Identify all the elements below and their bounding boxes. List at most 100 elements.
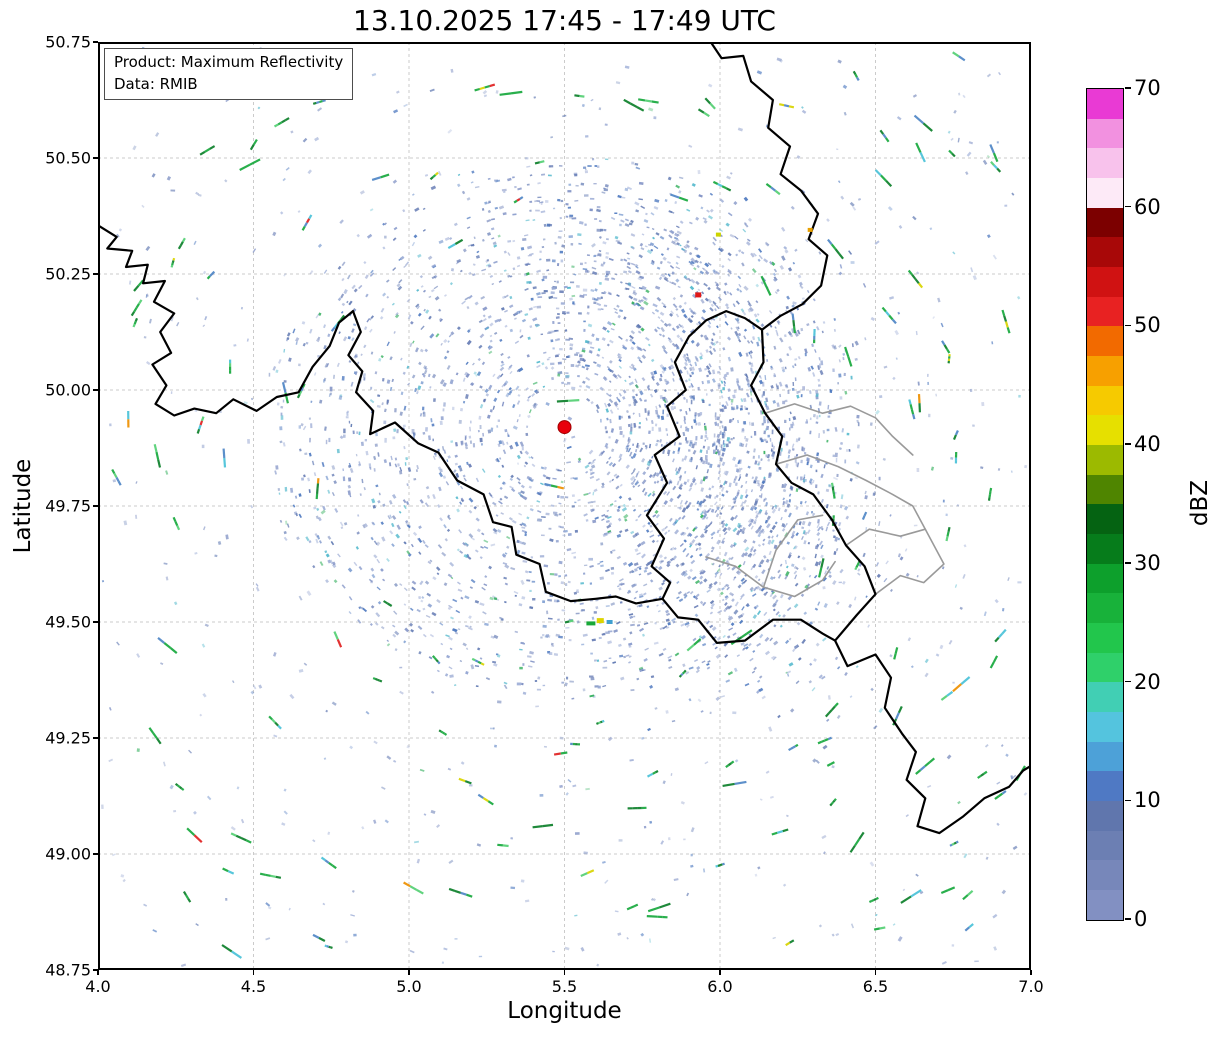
y-tick-mark <box>93 853 98 855</box>
colorbar-tick-mark <box>1125 562 1131 564</box>
colorbar <box>1086 88 1124 921</box>
colorbar-segment <box>1087 148 1123 179</box>
y-tick-label: 50.50 <box>45 148 91 168</box>
echo-hotspot <box>807 227 813 232</box>
colorbar-tick-label: 60 <box>1134 194 1161 219</box>
y-tick-label: 50.00 <box>45 380 91 400</box>
colorbar-tick-label: 20 <box>1134 669 1161 694</box>
axes-spines <box>98 42 1031 970</box>
y-tick-label: 49.25 <box>45 728 91 748</box>
x-tick-label: 4.5 <box>240 977 267 996</box>
y-tick-mark <box>93 389 98 391</box>
colorbar-tick-label: 0 <box>1134 907 1148 931</box>
colorbar-segment <box>1087 207 1123 238</box>
x-tick-mark <box>408 970 410 975</box>
x-tick-label: 7.0 <box>1018 977 1044 996</box>
colorbar-segment <box>1087 830 1123 861</box>
x-axis-label: Longitude <box>507 998 622 1024</box>
echo-hotspot <box>586 621 596 626</box>
colorbar-segment <box>1087 474 1123 505</box>
echo-hotspot <box>606 620 613 624</box>
x-tick-label: 5.5 <box>551 977 578 996</box>
x-tick-mark <box>563 970 566 975</box>
colorbar-segment <box>1087 89 1123 119</box>
x-tick-label: 4.0 <box>85 977 111 996</box>
colorbar-label: dBZ <box>1187 479 1213 527</box>
colorbar-segment <box>1087 326 1123 357</box>
y-tick-mark <box>93 157 98 159</box>
y-tick-mark <box>93 41 98 43</box>
colorbar-segment <box>1087 593 1123 624</box>
colorbar-segment <box>1087 712 1123 742</box>
y-tick-label: 49.75 <box>45 496 91 516</box>
district-borders <box>705 403 945 598</box>
colorbar-segment <box>1087 741 1123 772</box>
colorbar-segment <box>1087 178 1123 208</box>
y-tick-label: 49.00 <box>45 844 91 864</box>
colorbar-tick-label: 70 <box>1134 76 1161 100</box>
colorbar-tick-label: 50 <box>1134 313 1161 338</box>
y-tick-label: 50.75 <box>45 32 91 52</box>
x-tick-mark <box>97 970 99 975</box>
colorbar-segment <box>1087 890 1123 920</box>
y-tick-mark <box>93 273 98 275</box>
radar-site-marker <box>557 420 572 435</box>
x-tick-label: 5.0 <box>396 977 422 996</box>
colorbar-segment <box>1087 296 1123 327</box>
colorbar-segment <box>1087 237 1123 268</box>
x-tick-mark <box>252 970 255 975</box>
y-tick-mark <box>93 969 98 971</box>
colorbar-tick-mark <box>1125 87 1131 89</box>
annotation-data-line: Data: RMIB <box>114 74 198 93</box>
colorbar-tick-label: 30 <box>1134 550 1161 575</box>
colorbar-segment <box>1087 563 1123 594</box>
x-tick-mark <box>719 970 721 975</box>
colorbar-segment <box>1087 415 1123 446</box>
colorbar-segment <box>1087 445 1123 475</box>
echo-hotspots <box>586 227 813 626</box>
colorbar-tick-label: 10 <box>1134 788 1161 813</box>
colorbar-segment <box>1087 385 1123 416</box>
colorbar-segment <box>1087 652 1123 683</box>
colorbar-tick-mark <box>1125 918 1131 920</box>
colorbar-segment <box>1087 504 1123 535</box>
echo-hotspot <box>715 232 721 237</box>
radar-map <box>98 42 1031 970</box>
x-tick-label: 6.5 <box>862 977 889 996</box>
colorbar-segment <box>1087 534 1123 564</box>
y-tick-mark <box>93 621 98 623</box>
y-tick-label: 48.75 <box>45 960 91 980</box>
colorbar-tick-mark <box>1125 799 1131 802</box>
y-tick-mark <box>93 505 98 507</box>
plot-area: Product: Maximum Reflectivity Data: RMIB <box>98 42 1031 970</box>
colorbar-segment <box>1087 118 1123 149</box>
colorbar-segment <box>1087 267 1123 297</box>
echo-streaks <box>111 51 1026 959</box>
colorbar-tick-mark <box>1125 443 1131 445</box>
colorbar-segment <box>1087 356 1123 386</box>
x-tick-mark <box>874 970 877 975</box>
radar-site-layer <box>557 420 572 435</box>
x-tick-label: 6.0 <box>707 977 733 996</box>
colorbar-segment <box>1087 623 1123 653</box>
annotation-product-line: Product: Maximum Reflectivity <box>114 53 344 71</box>
colorbar-tick-mark <box>1125 324 1131 327</box>
colorbar-segment <box>1087 801 1123 831</box>
echo-hotspot <box>596 618 604 624</box>
gridlines <box>98 42 1031 970</box>
y-tick-label: 49.50 <box>45 612 91 632</box>
echo-hotspot <box>695 292 702 298</box>
colorbar-tick-mark <box>1125 680 1131 683</box>
colorbar-segment <box>1087 682 1123 713</box>
y-tick-mark <box>93 737 98 739</box>
colorbar-tick-mark <box>1125 205 1131 208</box>
colorbar-tick-label: 40 <box>1134 432 1161 457</box>
x-tick-mark <box>1030 970 1032 975</box>
chart-title: 13.10.2025 17:45 - 17:49 UTC <box>353 4 776 37</box>
y-tick-label: 50.25 <box>45 264 91 284</box>
country-borders <box>98 42 1031 835</box>
colorbar-segment <box>1087 771 1123 802</box>
product-annotation: Product: Maximum Reflectivity Data: RMIB <box>104 48 354 100</box>
colorbar-segment <box>1087 860 1123 891</box>
